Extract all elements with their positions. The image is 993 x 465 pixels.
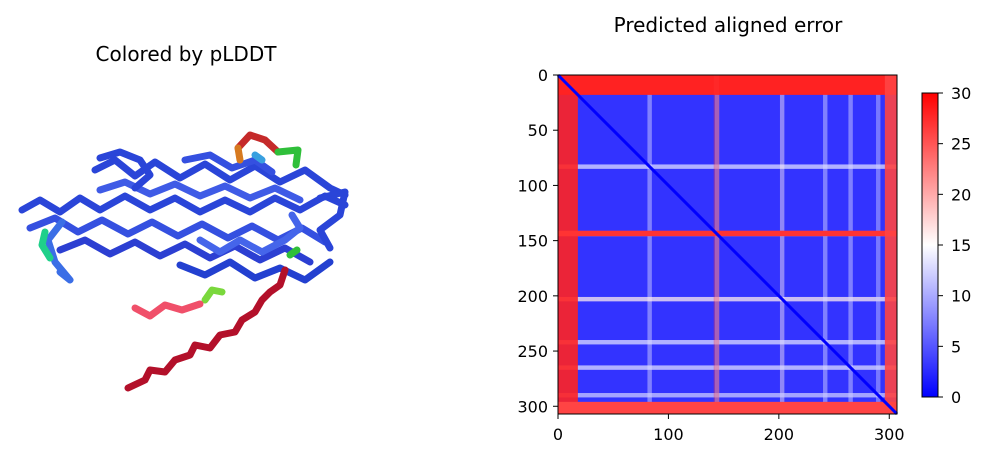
pae-moderate-row-band (558, 296, 897, 302)
backbone-core-strand (196, 211, 304, 256)
backbone-core-strand (176, 258, 334, 284)
pae-high-row-band (558, 230, 897, 237)
backbone-core-strand (96, 148, 154, 192)
backbone-loop-medium (201, 286, 226, 304)
pae-heatmap-area (556, 73, 899, 416)
colorbar-tick-label: 10 (951, 287, 971, 306)
pae-high-row-band (558, 401, 897, 414)
backbone-terminus-very-low (124, 266, 289, 392)
backbone-loop-medium (274, 146, 302, 169)
pae-high-col-band (558, 75, 578, 414)
pae-colorbar (921, 92, 939, 398)
backbone-loop-medium (234, 144, 244, 164)
y-tick-label: 250 (517, 342, 548, 361)
pae-moderate-row-band (558, 393, 897, 398)
pae-high-col-band (713, 75, 720, 414)
pae-high-row-band (558, 75, 897, 95)
pae-axes: 0 100 200 300 0 50 100 150 200 250 300 (517, 66, 904, 444)
y-tick-label: 50 (528, 121, 548, 140)
colorbar-tick-label: 5 (951, 337, 961, 356)
pae-moderate-col-band (714, 75, 720, 414)
backbone-core-strand (56, 236, 314, 266)
backbone-loop-medium (286, 246, 301, 259)
protein-structure (18, 131, 349, 392)
pae-moderate-col-band (876, 75, 881, 414)
pae-moderate-row-band (558, 340, 897, 345)
pae-moderate-col-band (848, 75, 853, 414)
pae-high-col-band (884, 75, 897, 414)
colorbar-tick-label: 30 (951, 84, 971, 103)
pae-moderate-col-band (647, 75, 652, 414)
colorbar-tick-label: 0 (951, 388, 961, 407)
y-tick-label: 300 (517, 397, 548, 416)
backbone-core-strand (91, 156, 349, 199)
colorbar-tick-label: 20 (951, 185, 971, 204)
pae-moderate-row-band (558, 365, 897, 370)
colorbar-gradient (921, 92, 939, 398)
backbone-core-strand (316, 188, 349, 252)
pae-moderate-col-band (823, 75, 828, 414)
x-tick-label: 200 (764, 425, 795, 444)
y-tick-label: 100 (517, 176, 548, 195)
pae-moderate-row-band (558, 164, 897, 169)
x-tick-label: 300 (874, 425, 905, 444)
colorbar-tick-label: 25 (951, 135, 971, 154)
pae-panel-title: Predicted aligned error (613, 13, 843, 37)
backbone-core-strand (38, 228, 54, 262)
x-tick-label: 100 (653, 425, 684, 444)
backbone-loop-medium (234, 131, 282, 156)
backbone-core-strand (181, 151, 276, 176)
y-tick-label: 150 (517, 232, 548, 251)
backbone-core-strand (44, 218, 74, 284)
y-tick-label: 0 (538, 66, 548, 85)
pae-diagonal (556, 73, 899, 416)
x-tick-label: 0 (553, 425, 563, 444)
structure-panel-title: Colored by pLDDT (95, 42, 277, 66)
backbone-terminus-low (131, 300, 204, 320)
pae-heatmap-frame (557, 74, 898, 415)
backbone-core-strand (18, 192, 349, 216)
colorbar-ticks: 0 5 10 15 20 25 30 (938, 84, 971, 407)
colorbar-tick-label: 15 (951, 236, 971, 255)
pae-moderate-col-band (779, 75, 785, 414)
y-tick-label: 200 (517, 287, 548, 306)
backbone-loop-medium (251, 151, 266, 164)
